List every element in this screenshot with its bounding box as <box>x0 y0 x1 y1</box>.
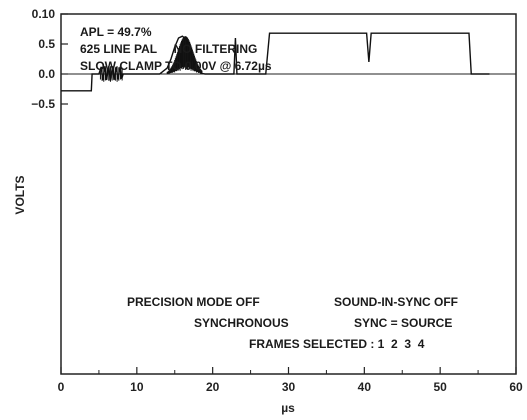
y-tick-label: 0.5 <box>38 37 55 51</box>
x-tick-label: 30 <box>282 380 296 394</box>
x-tick-label: 10 <box>130 380 144 394</box>
x-tick-label: 0 <box>58 380 65 394</box>
annotation-clamp: SLOW CLAMP TO 0.00V @ 6.72µs <box>80 59 272 73</box>
y-tick-label: 0.10 <box>32 7 56 21</box>
y-axis-label: VOLTS <box>13 175 27 214</box>
annotation-frames-selected: FRAMES SELECTED : 1 2 3 4 <box>249 337 425 351</box>
y-tick-label: −0.5 <box>31 97 55 111</box>
annotation-precision-mode: PRECISION MODE OFF <box>127 295 260 309</box>
annotation-sync-source: SYNC = SOURCE <box>354 316 452 330</box>
x-tick-label: 20 <box>206 380 220 394</box>
annotation-sound-in-sync: SOUND-IN-SYNC OFF <box>334 295 458 309</box>
x-tick-label: 50 <box>433 380 447 394</box>
tick-labels: 0 10 20 30 40 50 60 0.10 0.5 0.0 −0.5 <box>31 7 523 394</box>
x-tick-label: 60 <box>509 380 523 394</box>
x-tick-label: 40 <box>358 380 372 394</box>
annotation-synchronous: SYNCHRONOUS <box>194 316 289 330</box>
x-axis-label: µs <box>281 401 295 415</box>
y-tick-label: 0.0 <box>38 67 55 81</box>
annotation-apl: APL = 49.7% <box>80 25 152 39</box>
signal-trace <box>61 32 490 92</box>
annotation-line-standard: 625 LINE PAL NO FILTERING <box>80 42 257 56</box>
